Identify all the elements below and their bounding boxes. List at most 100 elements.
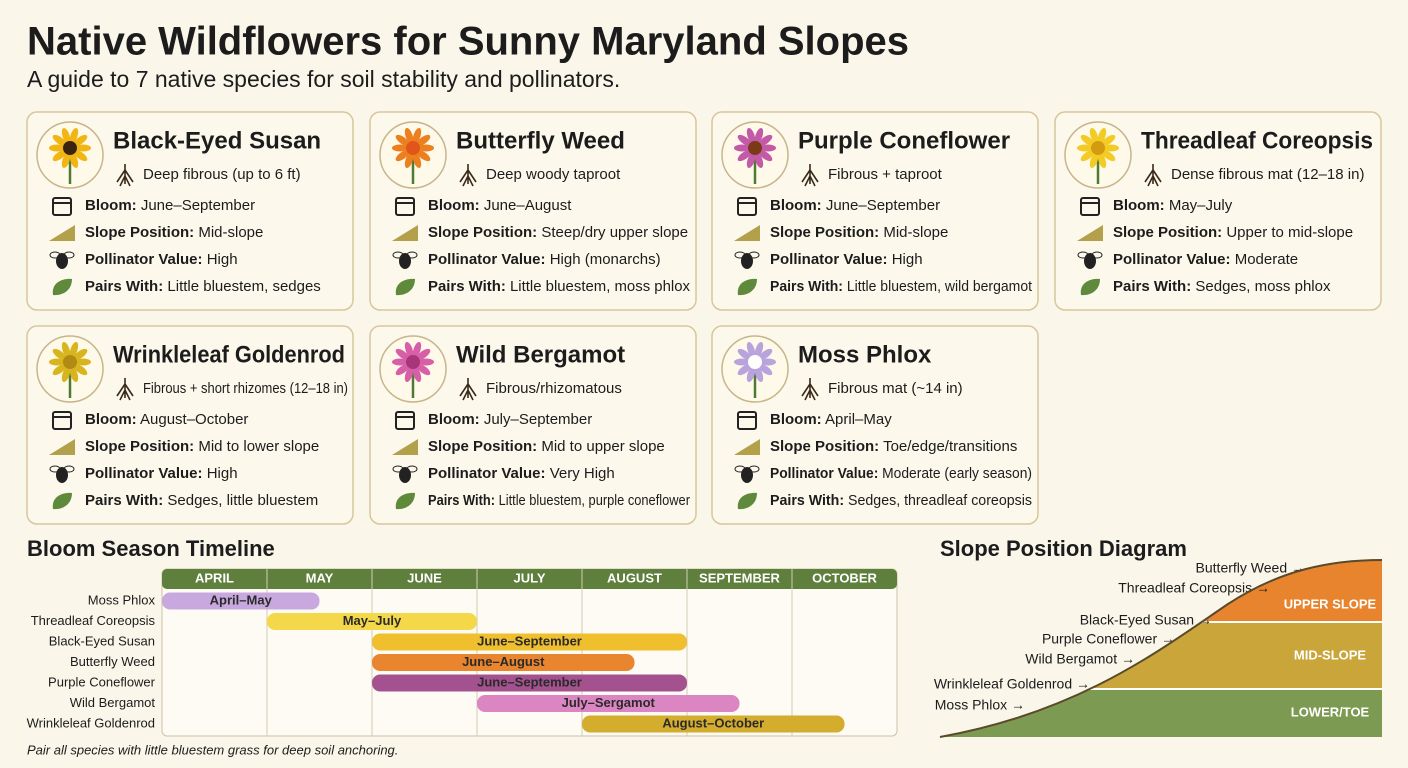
detail-row: Bloom: June–September [770, 197, 940, 214]
detail-label: Pollinator Value: [428, 465, 546, 482]
flower-petal [392, 144, 408, 152]
detail-row: Pollinator Value: High [770, 251, 923, 268]
bee-icon [1091, 251, 1103, 259]
detail-label: Pollinator Value: [85, 465, 203, 482]
flower-petal [1097, 127, 1107, 144]
detail-row: Pollinator Value: Moderate [1113, 251, 1298, 268]
root-description: Deep fibrous (up to 6 ft) [143, 166, 301, 183]
bloom-bar-label: June–September [477, 633, 582, 648]
bloom-bar-label: May–July [343, 613, 402, 628]
detail-row: Pollinator Value: High [85, 251, 238, 268]
detail-row: Bloom: June–September [85, 197, 255, 214]
flower-petal [746, 152, 756, 169]
bee-icon [56, 253, 68, 269]
detail-value: High [892, 251, 923, 268]
detail-label: Pairs With: [85, 278, 163, 295]
bee-icon [741, 467, 753, 483]
flower-petal [73, 348, 88, 360]
detail-row: Pairs With: Sedges, little bluestem [85, 492, 318, 509]
calendar-icon [52, 411, 72, 430]
row-label: Threadleaf Coreopsis [31, 613, 156, 628]
detail-label: Bloom: [1113, 197, 1165, 214]
flower-petal [734, 144, 750, 152]
flower-petal [754, 366, 764, 383]
flower-petal [404, 152, 414, 169]
row-label: Purple Coneflower [48, 674, 156, 689]
flower-petal [418, 144, 434, 152]
root-description: Dense fibrous mat (12–18 in) [1171, 166, 1364, 183]
month-label: JULY [513, 570, 545, 585]
flower-petal [1097, 152, 1107, 169]
species-card: Purple Coneflower Fibrous + taproot Bloom:… [711, 111, 1039, 311]
detail-value: August–October [140, 411, 248, 428]
flower-petal [737, 134, 752, 146]
flower-petal [49, 144, 65, 152]
flower-petal [52, 364, 67, 376]
flower-petal [392, 358, 408, 366]
flower-petal [404, 127, 414, 144]
flower-petal [1103, 144, 1119, 152]
detail-label: Bloom: [85, 197, 137, 214]
flower-petal [754, 152, 764, 169]
page-subtitle: A guide to 7 native species for soil sta… [27, 66, 620, 92]
row-label: Black-Eyed Susan [49, 633, 155, 648]
species-name: Threadleaf Coreopsis [1141, 127, 1373, 154]
detail-row: Slope Position: Toe/edge/transitions [770, 438, 1017, 455]
leaf-icon [395, 492, 415, 510]
species-card: Wrinkleleaf Goldenrod Fibrous + short rhi… [26, 325, 354, 525]
bee-icon [56, 467, 68, 483]
bee-icon [399, 253, 411, 269]
bloom-bar-label: June–September [477, 674, 582, 689]
root-description: Fibrous/rhizomatous [486, 380, 622, 397]
row-label: Butterfly Weed [70, 654, 155, 669]
zone-label: UPPER SLOPE [1284, 596, 1377, 611]
flower-petal [1077, 144, 1093, 152]
flower-petal [746, 341, 756, 358]
calendar-icon [395, 197, 415, 216]
detail-label: Slope Position: [85, 438, 194, 455]
detail-value: June–August [484, 197, 572, 214]
flower-petal [61, 127, 71, 144]
bee-icon [734, 465, 746, 473]
flower-petal [737, 348, 752, 360]
detail-row: Pollinator Value: Very High [428, 465, 615, 482]
slope-species-label: Threadleaf Coreopsis → [1118, 580, 1270, 596]
row-label: Wild Bergamot [70, 695, 156, 710]
flower-center [748, 355, 762, 369]
root-icon [459, 378, 477, 401]
detail-label: Slope Position: [770, 438, 879, 455]
flower-petal [416, 364, 431, 376]
zone-label: LOWER/TOE [1291, 704, 1370, 719]
detail-row: Pairs With: Sedges, threadleaf coreopsis [770, 492, 1032, 509]
bee-icon [49, 465, 61, 473]
leaf-icon [52, 492, 72, 510]
flower-petal [412, 127, 422, 144]
root-icon [116, 164, 134, 187]
flower-petal [69, 152, 79, 169]
detail-value: April–May [825, 411, 892, 428]
slope-species-label: Wrinkleleaf Goldenrod → [934, 676, 1090, 692]
flower-petal [61, 341, 71, 358]
month-label: MAY [306, 570, 334, 585]
flower-petal [416, 150, 431, 162]
detail-value: Sedges, moss phlox [1195, 278, 1331, 295]
zone-label: MID-SLOPE [1294, 647, 1367, 662]
month-label: APRIL [195, 570, 234, 585]
detail-value: Mid to upper slope [541, 438, 664, 455]
card-background [711, 111, 1039, 311]
flower-petal [75, 358, 91, 366]
calendar-icon [395, 411, 415, 430]
flower-petal [69, 341, 79, 358]
detail-row: Pairs With: Little bluestem, moss phlox [428, 278, 690, 295]
species-card: Wild Bergamot Fibrous/rhizomatous Bloom: J… [369, 325, 697, 525]
detail-row: Slope Position: Mid to upper slope [428, 438, 665, 455]
flower-center [63, 141, 77, 155]
flower-petal [758, 348, 773, 360]
slope-icon [49, 439, 75, 455]
month-label: OCTOBER [812, 570, 877, 585]
species-card: Threadleaf Coreopsis Dense fibrous mat (1… [1054, 111, 1382, 311]
timeline-note: Pair all species with little bluestem gr… [27, 742, 398, 757]
detail-row: Slope Position: Mid to lower slope [85, 438, 319, 455]
